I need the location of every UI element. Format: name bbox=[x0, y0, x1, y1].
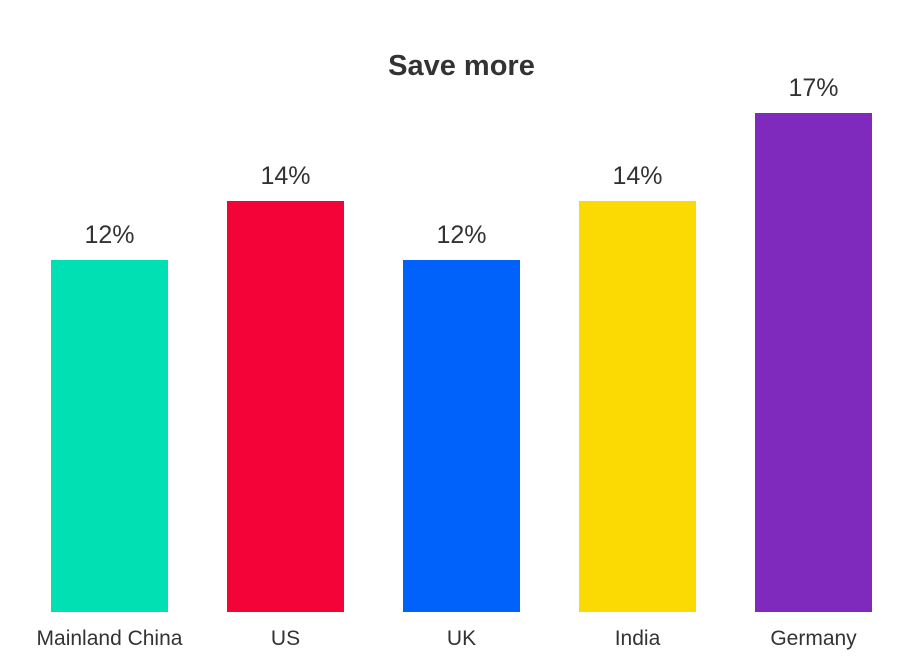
category-label-cell: US bbox=[227, 627, 344, 651]
bar-value-label: 12% bbox=[84, 221, 135, 249]
category-label-cell: Germany bbox=[755, 627, 872, 651]
category-label-mainland-china: Mainland China bbox=[36, 627, 183, 650]
category-label-us: US bbox=[270, 627, 301, 650]
x-axis-labels: Mainland China US UK India Germany bbox=[37, 627, 872, 651]
bar-value-label: 14% bbox=[612, 162, 663, 190]
bar-germany bbox=[755, 113, 872, 612]
bar-group-us: 14% bbox=[227, 162, 344, 612]
category-label-cell: India bbox=[579, 627, 696, 651]
plot-area: 12% 14% 12% 14% 17% bbox=[51, 74, 872, 612]
category-label-cell: Mainland China bbox=[37, 627, 183, 651]
bar-uk bbox=[403, 260, 520, 612]
bar-group-india: 14% bbox=[579, 162, 696, 612]
bar-value-label: 14% bbox=[260, 162, 311, 190]
bar-group-uk: 12% bbox=[403, 221, 520, 612]
bar-value-label: 12% bbox=[436, 221, 487, 249]
bar-group-mainland-china: 12% bbox=[51, 221, 168, 612]
bar-us bbox=[227, 201, 344, 612]
category-label-india: India bbox=[614, 627, 661, 650]
bar-value-label: 17% bbox=[788, 74, 839, 102]
chart-title: Save more bbox=[388, 50, 535, 82]
bar-group-germany: 17% bbox=[755, 74, 872, 612]
category-label-germany: Germany bbox=[770, 627, 857, 650]
category-label-cell: UK bbox=[403, 627, 520, 651]
bar-mainland-china bbox=[51, 260, 168, 612]
category-label-uk: UK bbox=[446, 627, 477, 650]
bar-india bbox=[579, 201, 696, 612]
